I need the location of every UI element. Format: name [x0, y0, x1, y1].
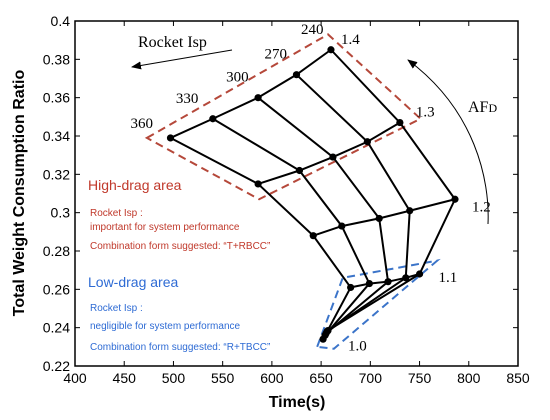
isp-series-line [295, 73, 411, 333]
rocket-isp-arrow [131, 49, 233, 70]
y-tick-label: 0.24 [43, 320, 70, 336]
data-point [363, 138, 371, 146]
high-drag-line-3: Combination form suggested: “T+RBCC” [90, 241, 270, 252]
isp-label: 240 [301, 22, 324, 38]
x-tick-label: 500 [162, 370, 186, 386]
high-drag-line-1: Rocket Isp : [90, 208, 143, 219]
x-axis-title: Time(s) [269, 394, 326, 411]
afd-sub: D [488, 101, 497, 115]
isp-series-line [257, 96, 390, 335]
afd-value-label: 1.1 [439, 270, 458, 286]
data-point [324, 326, 332, 335]
y-tick-label: 0.28 [43, 243, 70, 259]
isp-label: 300 [226, 70, 249, 86]
low-drag-title: Low-drag area [88, 274, 178, 290]
low-drag-line-2: negligible for system performance [90, 321, 241, 332]
data-point [166, 134, 175, 142]
low-drag-line-3: Combination form suggested: “R+TBCC” [90, 342, 270, 353]
y-tick-label: 0.34 [43, 128, 70, 144]
low-drag-region-outline [315, 258, 441, 350]
x-tick-label: 800 [457, 370, 481, 386]
data-point [295, 166, 304, 175]
afd-main: AF [468, 99, 489, 116]
x-tick-label: 550 [211, 370, 235, 386]
plot-frame [74, 20, 519, 367]
high-drag-title: High-drag area [88, 177, 182, 193]
data-point [329, 153, 337, 161]
y-tick-label: 0.26 [43, 281, 70, 297]
afd-value-label: 1.4 [341, 32, 360, 48]
y-tick-label: 0.22 [43, 358, 70, 374]
data-point [254, 94, 262, 102]
data-point [402, 274, 410, 282]
x-tick-label: 750 [408, 370, 432, 386]
isp-label: 270 [265, 47, 288, 63]
afd-value-label: 1.2 [472, 199, 491, 215]
y-axis-title: Total Weight Consumption Ratio [11, 70, 28, 317]
data-point [384, 278, 392, 286]
x-tick-label: 700 [359, 370, 383, 386]
data-point [254, 180, 262, 188]
data-point [338, 222, 346, 230]
data-point [209, 115, 217, 123]
data-point [309, 232, 317, 240]
y-tick-label: 0.36 [43, 90, 70, 106]
low-drag-line-1: Rocket Isp : [90, 303, 143, 314]
data-point [415, 270, 424, 278]
afd-value-label: 1.0 [348, 339, 367, 355]
rocket-isp-label: Rocket Isp [138, 34, 207, 51]
y-tick-label: 0.3 [51, 205, 71, 221]
x-tick-label: 600 [260, 370, 284, 386]
data-point [292, 71, 301, 79]
data-point [365, 279, 373, 288]
data-point [347, 283, 355, 292]
x-tick-label: 850 [506, 370, 530, 386]
isp-label: 360 [130, 116, 153, 132]
data-point [451, 195, 459, 203]
afd-arrow [407, 59, 489, 225]
afd-label: AFD [468, 99, 497, 116]
x-tick-label: 650 [309, 370, 333, 386]
data-point [406, 207, 414, 215]
isp-label: 330 [176, 91, 199, 107]
data-point [396, 118, 404, 127]
data-point [327, 46, 335, 54]
x-tick-label: 400 [63, 370, 87, 386]
x-tick-label: 450 [113, 370, 137, 386]
y-tick-label: 0.4 [51, 13, 71, 29]
y-tick-label: 0.32 [43, 166, 70, 182]
high-drag-line-2: important for system performance [90, 222, 240, 233]
y-tick-label: 0.38 [43, 51, 70, 67]
afd-value-label: 1.3 [416, 105, 435, 121]
data-point [375, 214, 383, 223]
